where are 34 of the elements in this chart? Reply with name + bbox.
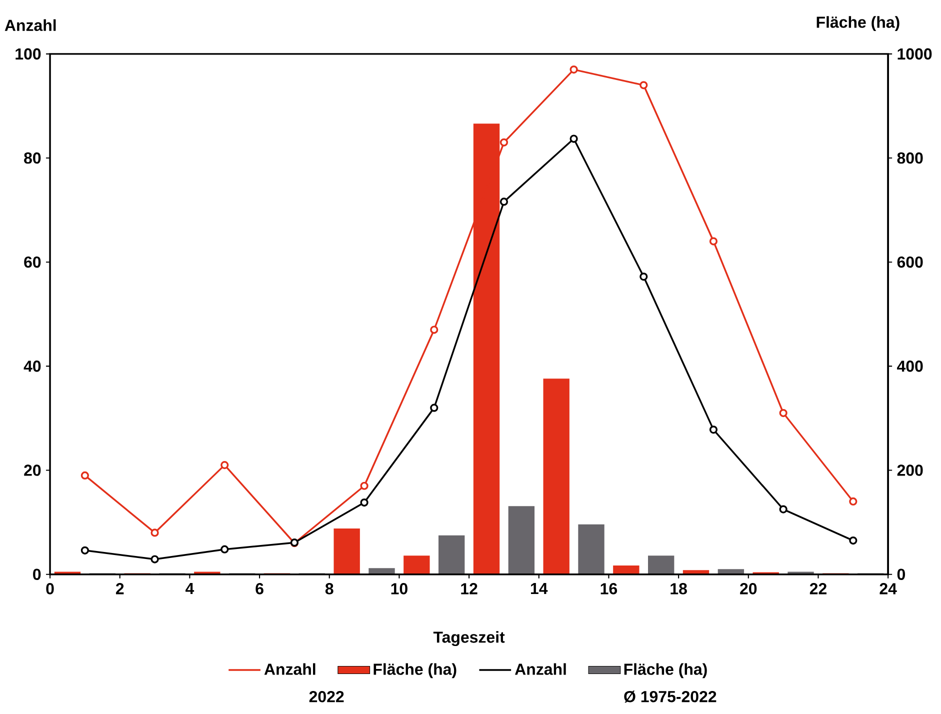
y-tick-label: 40 [24, 360, 41, 372]
x-tick-label: 12 [461, 582, 478, 594]
x-tick-label: 20 [740, 582, 757, 594]
legend-label: Anzahl [264, 663, 316, 675]
x-tick-label: 4 [186, 582, 194, 594]
y2-tick-label: 0 [897, 568, 905, 580]
y2-axis-title: Fläche (ha) [816, 16, 900, 31]
y2-tick-label: 800 [897, 152, 923, 164]
y-tick-label: 100 [16, 48, 41, 60]
text: Ø 1975-2022 [624, 690, 716, 703]
x-tick-label: 6 [256, 582, 264, 594]
x-tick-label: 8 [325, 582, 334, 594]
x-tick-label: 10 [391, 582, 408, 594]
x-tick-label: 18 [670, 582, 687, 594]
y-tick-label: 80 [24, 152, 41, 164]
x-axis-title: Tageszeit [433, 631, 505, 646]
x-tick-label: 22 [810, 582, 826, 594]
x-tick-label: 16 [600, 582, 618, 594]
x-tick-label: 14 [530, 582, 548, 594]
y-tick-label: 20 [24, 464, 41, 476]
x-tick-label: 0 [46, 582, 54, 594]
x-tick-label: 24 [880, 582, 897, 594]
y-axis-title: Anzahl [4, 19, 56, 31]
text: 2022 [309, 690, 344, 702]
y2-tick-label: 200 [897, 464, 923, 476]
legend-label: Fläche (ha) [624, 663, 707, 678]
y-tick-label: 60 [24, 256, 41, 268]
y2-tick-label: 400 [897, 360, 923, 372]
legend-label: Anzahl [514, 663, 566, 675]
y2-tick-label: 1000 [898, 48, 932, 60]
legend-label: Fläche (ha) [374, 663, 456, 678]
y2-tick-label: 600 [897, 256, 923, 268]
y-tick-label: 0 [33, 568, 41, 580]
x-tick-label: 2 [116, 582, 124, 594]
